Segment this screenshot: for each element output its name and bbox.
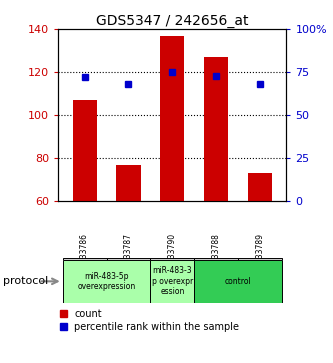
Bar xyxy=(204,57,228,201)
Bar xyxy=(117,165,141,201)
Bar xyxy=(63,258,107,260)
Bar xyxy=(194,258,238,260)
Text: miR-483-3
p overexpr
ession: miR-483-3 p overexpr ession xyxy=(152,266,193,296)
Bar xyxy=(107,258,151,260)
Text: GSM1233790: GSM1233790 xyxy=(168,233,177,284)
Bar xyxy=(248,174,272,201)
Bar xyxy=(151,258,194,260)
Title: GDS5347 / 242656_at: GDS5347 / 242656_at xyxy=(96,14,248,28)
Text: GSM1233786: GSM1233786 xyxy=(80,233,89,284)
Text: GSM1233789: GSM1233789 xyxy=(255,233,264,284)
Bar xyxy=(73,100,97,201)
Text: control: control xyxy=(225,277,251,286)
Text: GSM1233788: GSM1233788 xyxy=(212,233,221,284)
Legend: count, percentile rank within the sample: count, percentile rank within the sample xyxy=(59,308,240,333)
Bar xyxy=(160,36,184,201)
Bar xyxy=(63,260,151,303)
Bar xyxy=(238,258,282,260)
Bar xyxy=(194,260,282,303)
Text: miR-483-5p
overexpression: miR-483-5p overexpression xyxy=(77,272,136,291)
Text: GSM1233787: GSM1233787 xyxy=(124,233,133,284)
Bar xyxy=(151,260,194,303)
Text: protocol: protocol xyxy=(3,276,49,286)
